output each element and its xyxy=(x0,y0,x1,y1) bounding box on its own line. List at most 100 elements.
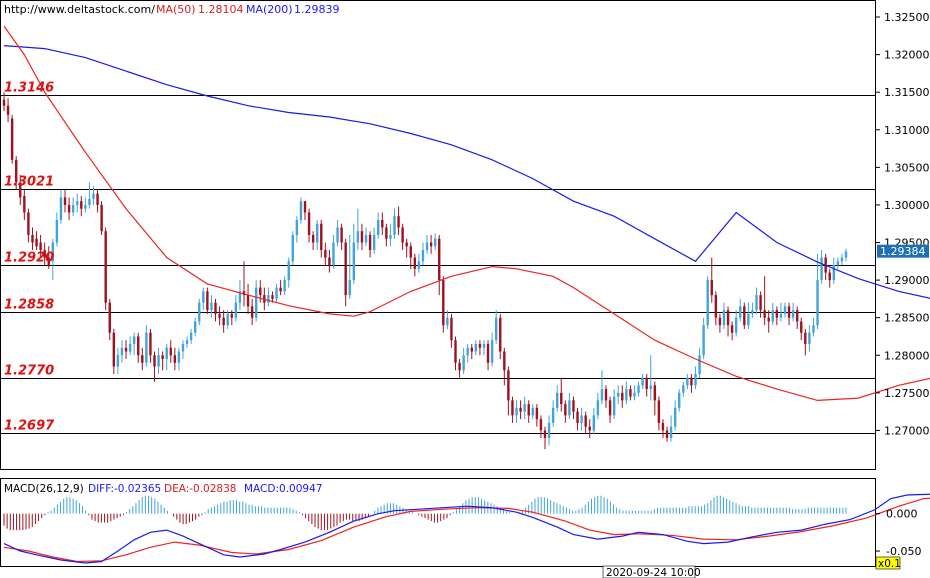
candle-body xyxy=(137,336,140,356)
ma200-label: MA(200) xyxy=(246,3,293,16)
candle-body xyxy=(454,340,457,363)
candle-body xyxy=(230,313,233,318)
macd-diff-value: DIFF:-0.02365 xyxy=(88,483,161,495)
candle-body xyxy=(551,407,555,423)
candle-body xyxy=(202,291,205,303)
candle-body xyxy=(812,325,815,333)
candle-body xyxy=(55,219,59,243)
candle-body xyxy=(539,419,543,431)
candle-body xyxy=(494,317,498,341)
candle-body xyxy=(128,343,132,352)
candle-body xyxy=(718,317,722,326)
time-tag-box xyxy=(602,565,696,578)
candle-body xyxy=(210,302,213,311)
candle-body xyxy=(759,295,762,311)
candle-body xyxy=(604,389,608,401)
candle-body xyxy=(466,347,469,356)
candle-body xyxy=(791,310,795,318)
candle-body xyxy=(259,287,262,296)
last-price-tag-bg xyxy=(877,244,929,258)
candle-body xyxy=(576,411,579,423)
candle-body xyxy=(35,238,38,247)
level-label: 1.3146 xyxy=(4,81,54,96)
candle-body xyxy=(84,204,87,209)
time-tag: 2020-09-24 10:00 xyxy=(606,567,701,578)
candle-body xyxy=(507,370,510,401)
zoom-badge[interactable]: x0.1 xyxy=(878,558,901,570)
candle-body xyxy=(283,280,286,292)
candle-body xyxy=(108,302,111,333)
candle-body xyxy=(486,343,490,363)
candle-body xyxy=(450,317,453,341)
candle-body xyxy=(360,231,364,243)
level-labels: 1.3146 1.3021 1.2920 1.2858 1.2770 1.2697 xyxy=(4,81,55,434)
candle-body xyxy=(165,347,168,360)
candle-body xyxy=(409,246,412,258)
level-label: 1.2858 xyxy=(4,298,54,313)
candle-body xyxy=(124,347,128,352)
candle-body xyxy=(246,295,250,307)
candle-body xyxy=(804,332,807,344)
candle-body xyxy=(779,313,783,318)
candle-body xyxy=(702,325,705,356)
candle-body xyxy=(547,422,551,438)
candle-body xyxy=(531,407,534,416)
candle-body xyxy=(694,374,697,386)
candle-body xyxy=(775,310,779,318)
candle-body xyxy=(413,257,417,269)
zoom-badge-box[interactable] xyxy=(875,556,901,570)
candle-body xyxy=(787,306,791,318)
level-label: 1.2697 xyxy=(4,419,55,434)
candle-body xyxy=(31,235,34,243)
price-tick-label: 1.29000 xyxy=(884,274,930,287)
candle-body xyxy=(67,204,71,213)
candle-body xyxy=(722,310,726,326)
candle-body xyxy=(193,321,197,333)
time-axis-bar xyxy=(0,566,930,578)
candle-body xyxy=(800,321,803,333)
candle-body xyxy=(726,310,730,326)
candle-body xyxy=(267,295,270,303)
candle-body xyxy=(177,351,181,363)
candle-body xyxy=(100,204,103,232)
candle-body xyxy=(157,355,160,367)
candle-body xyxy=(47,257,50,266)
candle-body xyxy=(173,355,177,363)
candle-body xyxy=(6,105,10,115)
candle-body xyxy=(446,317,449,326)
candle-body xyxy=(417,261,421,269)
candle-body xyxy=(844,251,848,258)
price-panel: 1.3146 1.3021 1.2920 1.2858 1.2770 1.2697 xyxy=(0,0,930,470)
candle-body xyxy=(254,287,258,318)
candle-body xyxy=(584,415,587,427)
ma200-line xyxy=(3,45,930,299)
candle-body xyxy=(767,317,770,322)
price-tick-label: 1.32500 xyxy=(884,11,930,24)
candle-body xyxy=(80,201,83,209)
candle-body xyxy=(226,313,229,326)
candle-body xyxy=(678,392,681,408)
candle-body xyxy=(816,280,819,326)
price-panel-frame xyxy=(0,0,876,470)
candle-body xyxy=(751,310,754,314)
candle-body xyxy=(564,404,567,416)
candle-body xyxy=(377,219,380,235)
candle-body xyxy=(686,377,689,386)
candle-body xyxy=(629,389,632,397)
candle-body xyxy=(795,310,799,322)
price-tick-label: 1.31500 xyxy=(884,86,930,99)
candle-body xyxy=(783,306,787,314)
candle-body xyxy=(771,310,774,322)
candle-body xyxy=(625,389,628,401)
candle-body xyxy=(592,415,596,431)
candle-body xyxy=(19,182,22,198)
candle-body xyxy=(527,404,530,416)
price-tick-label: 1.27500 xyxy=(884,387,930,400)
candle-body xyxy=(698,355,701,375)
candle-body xyxy=(734,317,738,333)
macd-dea-value: DEA:-0.02838 xyxy=(164,483,236,495)
price-tick-label: 1.28000 xyxy=(884,349,930,362)
candle-body xyxy=(572,400,575,412)
candle-body xyxy=(153,355,156,367)
